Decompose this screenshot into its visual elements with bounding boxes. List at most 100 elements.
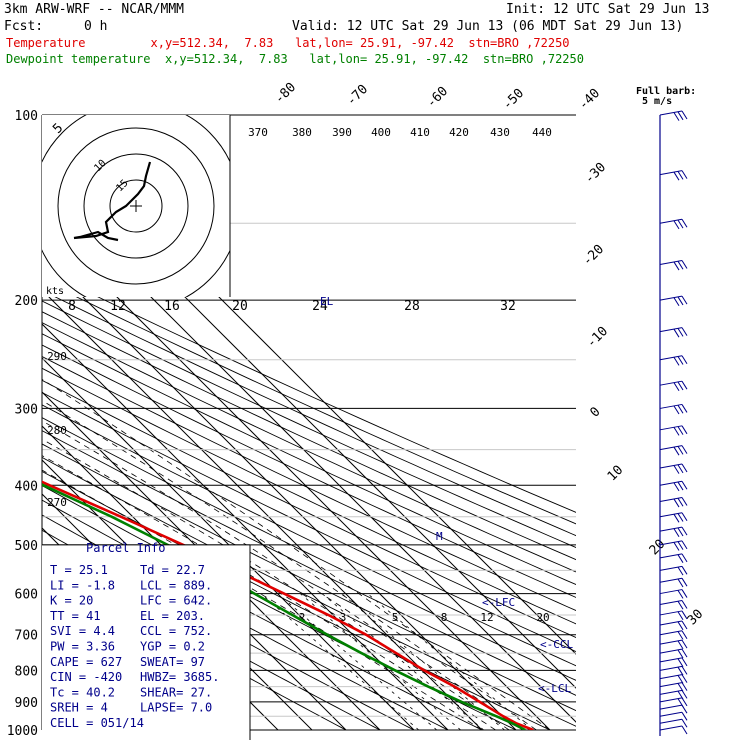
hodograph-units: kts: [46, 286, 64, 297]
wind-barb: [659, 425, 688, 436]
barb-flag: [677, 683, 684, 692]
barb-flag: [677, 404, 684, 414]
theta-label: 270: [47, 496, 67, 509]
wind-barb: [659, 380, 688, 392]
parcel-index: LCL = 889.: [140, 578, 212, 592]
barb-flag: [673, 357, 680, 366]
barb-flag: [677, 658, 684, 667]
wind-barb: [659, 259, 688, 271]
barb-flag: [681, 404, 688, 413]
barb-flag: [673, 465, 680, 474]
barb-flag: [681, 712, 688, 721]
parcel-index: LFC = 642.: [140, 594, 212, 608]
mixing-ratio-label: 3: [340, 611, 347, 624]
dewpoint-legend: Dewpoint temperature x,y=512.34, 7.83 la…: [6, 52, 584, 66]
hodograph-trace: [73, 161, 152, 242]
mixing-ratio-label: 5: [392, 611, 399, 624]
barb-flag: [681, 445, 688, 454]
parcel-index: CELL = 051/14: [50, 716, 144, 730]
wind-barb: [659, 170, 688, 181]
wind-barb: [659, 463, 688, 474]
theta-label: 370: [248, 126, 268, 139]
wind-barb: [659, 674, 688, 684]
wind-barb: [659, 565, 688, 576]
barb-flag: [673, 261, 680, 271]
parcel-index: LI = -1.8: [50, 578, 115, 592]
barb-flag: [681, 718, 688, 728]
parcel-index: CIN = -420: [50, 670, 122, 684]
barb-flag: [681, 463, 688, 473]
lfc-marker: <-LFC: [482, 596, 515, 609]
hodograph-speed-label: 24: [312, 299, 328, 314]
barb-flag: [681, 170, 688, 179]
barb-flag: [677, 111, 684, 121]
theta-label: 430: [490, 126, 510, 139]
barb-flag: [677, 261, 684, 270]
barb-flag: [677, 527, 684, 537]
temperature-legend: Temperature x,y=512.34, 7.83 lat,lon= 25…: [6, 36, 570, 50]
barb-flag: [677, 566, 684, 576]
pressure-label: 1000: [7, 724, 38, 739]
barb-flag: [681, 666, 688, 675]
barb-shaft: [659, 725, 683, 731]
barb-flag: [681, 589, 688, 598]
barb-flag: [681, 682, 688, 691]
isotherm-line: [0, 115, 6, 730]
barb-flag: [681, 260, 688, 269]
barb-flag: [677, 611, 684, 621]
barb-flag: [681, 639, 688, 649]
barb-flag: [677, 513, 684, 522]
barb-flag: [677, 356, 684, 365]
isotherm-label: 30: [685, 607, 707, 629]
barb-flag: [681, 657, 688, 667]
wind-barb: [659, 577, 688, 588]
model-title: 3km ARW-WRF -- NCAR/MMM: [4, 2, 185, 17]
barb-flag: [677, 171, 684, 180]
parcel-index: SWEAT= 97: [140, 655, 205, 669]
parcel-index: TT = 41: [50, 609, 101, 623]
parcel-index: Td = 22.7: [140, 563, 205, 577]
theta-label: 400: [371, 126, 391, 139]
valid-time: Valid: 12 UTC Sat 29 Jun 13 (06 MDT Sat …: [292, 19, 684, 34]
pressure-label: 500: [15, 539, 38, 554]
isotherm-label: -40: [576, 86, 603, 113]
isotherm-line: [42, 221, 551, 730]
barb-flag: [673, 382, 680, 392]
mixing-ratio-label: 8: [441, 611, 448, 624]
isotherm-line: [42, 391, 381, 730]
barb-flag: [677, 464, 684, 474]
barb-shaft: [659, 711, 683, 717]
hodograph-ring: [57, 127, 215, 285]
barb-shaft: [659, 718, 683, 724]
parcel-index: K = 20: [50, 594, 93, 608]
wind-barb: [659, 218, 688, 230]
barb-flag: [673, 446, 680, 456]
barb-flag: [677, 675, 684, 684]
barb-flag: [677, 381, 684, 391]
wind-barb: [659, 327, 688, 338]
hodograph-speed-label: 32: [500, 299, 516, 314]
barb-flag: [681, 600, 688, 609]
isotherm-line: [42, 323, 449, 730]
barb-flag: [673, 542, 680, 551]
parcel-index: LAPSE= 7.0: [140, 701, 212, 715]
wind-barb: [659, 589, 688, 599]
isotherm-label: -80: [272, 80, 299, 107]
pressure-label: 800: [15, 664, 38, 679]
isotherm-line: [42, 357, 415, 730]
parcel-index: T = 25.1: [50, 563, 108, 577]
barb-flag: [681, 425, 688, 435]
pressure-label: 600: [15, 588, 38, 603]
wind-barb: [659, 512, 688, 523]
wind-barb: [659, 657, 688, 667]
pressure-label: 200: [15, 294, 38, 309]
isotherm-label: 20: [647, 537, 669, 559]
wind-barb: [659, 610, 688, 621]
barb-flag: [681, 725, 688, 735]
temperature-profile: [42, 480, 534, 730]
wind-barb: [659, 725, 688, 735]
isotherm-label: -50: [500, 86, 527, 113]
barb-flag: [681, 610, 688, 620]
barb-flag: [681, 540, 688, 550]
wind-barbs: [659, 110, 688, 736]
